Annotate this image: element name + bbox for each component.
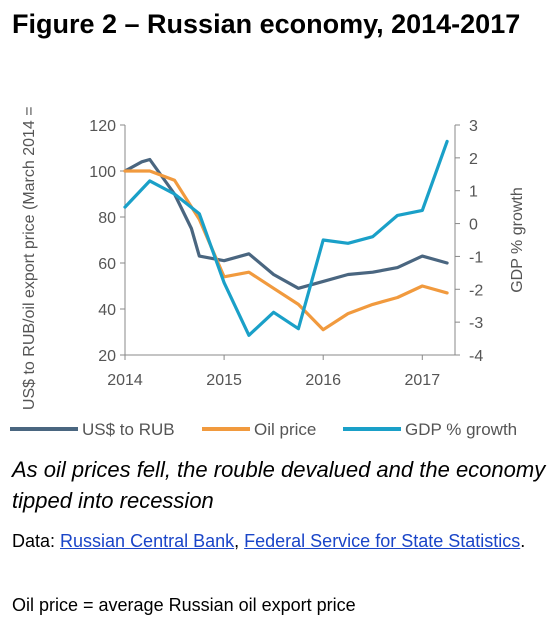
figure-title: Figure 2 – Russian economy, 2014-2017 (12, 9, 521, 39)
left-tick-label: 80 (98, 210, 116, 227)
source-suffix: . (520, 531, 526, 551)
footnote: Oil price = average Russian oil export p… (12, 595, 356, 615)
link-russian-central-bank[interactable]: Russian Central Bank (60, 531, 235, 551)
x-tick-label: 2014 (107, 372, 143, 389)
source-separator: , (234, 531, 245, 551)
left-tick-label: 20 (98, 348, 116, 365)
left-tick-label: 40 (98, 302, 116, 319)
right-tick-label: 3 (469, 118, 478, 135)
x-tick-label: 2017 (405, 372, 441, 389)
legend-label-oil-price: Oil price (254, 420, 316, 439)
axes (124, 125, 456, 356)
left-tick-label: 60 (98, 256, 116, 273)
left-tick-label: 100 (89, 164, 116, 181)
series-line-oil-price (123, 169, 449, 332)
right-tick-label: 1 (469, 184, 478, 201)
series-line-gdp-growth (123, 139, 449, 337)
legend-label-gdp-growth: GDP % growth (405, 420, 517, 439)
left-tick-label: 120 (89, 118, 116, 135)
right-tick-label: -3 (469, 315, 483, 332)
right-axis-label: GDP % growth (509, 187, 526, 293)
x-axis-ticks: 2014 2015 2016 2017 (107, 355, 440, 389)
x-tick-label: 2015 (206, 372, 242, 389)
source-prefix: Data: (12, 531, 61, 551)
legend-label-us-to-rub: US$ to RUB (82, 420, 175, 439)
left-axis-label: US$ to RUB/oil export price (March 2014 … (21, 105, 38, 410)
left-axis-ticks: 20 40 60 80 100 120 (89, 118, 125, 365)
link-federal-statistics[interactable]: Federal Service for State Statistics (244, 531, 521, 551)
figure-caption: As oil prices fell, the rouble devalued … (12, 457, 546, 513)
right-tick-label: -1 (469, 249, 483, 266)
data-source: Data: Russian Central Bank, Federal Serv… (12, 527, 547, 555)
x-tick-label: 2016 (305, 372, 341, 389)
line-chart: 20 40 60 80 100 120 -4 -3 -2 -1 0 1 2 3 2014 2015 2016… (10, 105, 526, 439)
right-tick-label: 0 (469, 217, 478, 234)
series-lines (123, 139, 449, 337)
right-axis-ticks: -4 -3 -2 -1 0 1 2 3 (455, 118, 483, 365)
right-tick-label: -2 (469, 282, 483, 299)
legend: US$ to RUB Oil price GDP % growth (10, 420, 517, 439)
right-tick-label: 2 (469, 151, 478, 168)
right-tick-label: -4 (469, 348, 483, 365)
